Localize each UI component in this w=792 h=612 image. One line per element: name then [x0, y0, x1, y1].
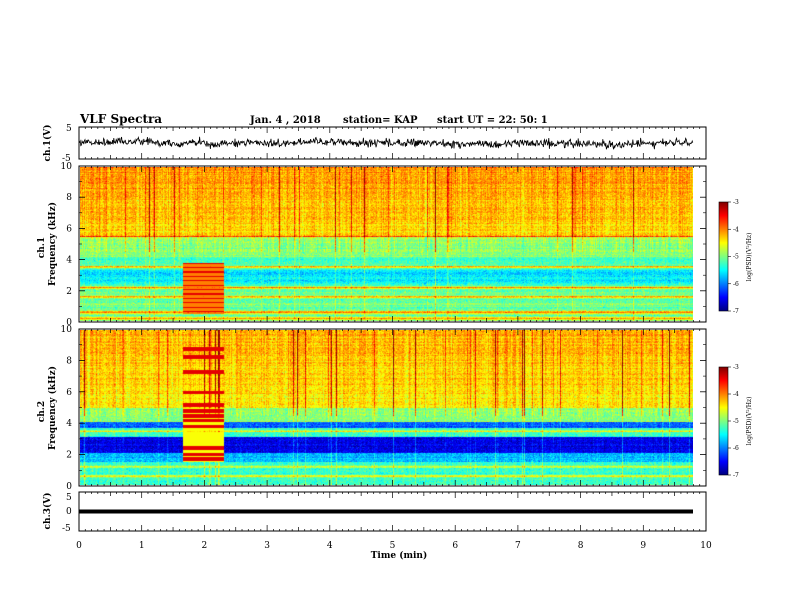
- ch3-ytick-top: 5: [66, 493, 72, 503]
- station-label: station= KAP: [343, 115, 418, 126]
- ch1-voltage-trace: [78, 135, 694, 150]
- time-tick-label: 8: [578, 541, 584, 551]
- time-tick-label: 0: [76, 541, 82, 551]
- time-tick-label: 5: [390, 541, 396, 551]
- time-tick-label: 1: [139, 541, 145, 551]
- freq-tick-label: 6: [66, 224, 72, 234]
- ch1-ytick-top: 5: [66, 124, 72, 134]
- ch2-colorbar-gradient: [718, 366, 729, 476]
- colorbar-tick-label: -3: [733, 199, 739, 206]
- time-tick-label: 9: [640, 541, 646, 551]
- ch1-colorbar-gradient: [718, 201, 729, 312]
- time-tick-label: 7: [515, 541, 521, 551]
- colorbar-tick-label: -6: [733, 281, 739, 288]
- ch1-colorbar-label: log(PSD)(V²/Hz): [746, 233, 753, 282]
- colorbar-tick-label: -3: [733, 364, 739, 371]
- ch1-colorbar-ticks: -3 -4 -5 -6 -7: [728, 199, 739, 315]
- freq-tick-label: 8: [66, 193, 72, 203]
- ch1-spectrogram-ticks: [78, 165, 707, 323]
- freq-tick-label: 0: [66, 318, 72, 328]
- ch2-spectrogram-panel: 0 2 4 6 8 10 ch.2 Frequency (kHz): [37, 325, 707, 492]
- freq-tick-label: 10: [61, 162, 73, 172]
- time-tick-label: 3: [264, 541, 270, 551]
- freq-tick-label: 2: [66, 451, 72, 461]
- ch2-spectrogram-ylabel: ch.2 Frequency (kHz): [37, 366, 58, 450]
- ch1-ytick-bottom: -5: [62, 154, 71, 164]
- freq-tick-label: 6: [66, 388, 72, 398]
- ch1-voltage-ylabel: ch.1(V): [42, 125, 53, 162]
- time-tick-label: 2: [202, 541, 208, 551]
- time-axis-label: Time (min): [371, 550, 428, 561]
- ch2-colorbar-label: log(PSD)(V²/Hz): [746, 397, 753, 446]
- ch1-spectrogram-image: [80, 167, 693, 321]
- time-tick-label: 6: [452, 541, 458, 551]
- ch1-spectrogram-yticklabels: 0 2 4 6 8 10: [61, 162, 73, 328]
- freq-tick-label: 4: [66, 419, 72, 429]
- ch3-voltage-ticks: [78, 492, 707, 531]
- colorbar-tick-label: -7: [733, 308, 739, 315]
- ch2-spectrogram-image: [80, 330, 693, 485]
- ch3-ytick-middle: 0: [66, 507, 72, 517]
- ch2-spectrogram-yticklabels: 0 2 4 6 8 10: [61, 325, 73, 492]
- freq-tick-label: 2: [66, 287, 72, 297]
- ch1-voltage-ticks: [78, 127, 707, 159]
- ch3-ytick-bottom: -5: [62, 524, 71, 534]
- date-label: Jan. 4 , 2018: [249, 115, 321, 126]
- ch2-colorbar-ticks: -3 -4 -5 -6 -7: [728, 364, 739, 479]
- time-axis-ticklabels: 0 1 2 3 4 5 6 7 8 9 10: [76, 541, 712, 551]
- ch1-voltage-panel: 5 -5 ch.1(V): [42, 124, 707, 164]
- freq-tick-label: 0: [66, 482, 72, 492]
- colorbar-tick-label: -5: [733, 418, 739, 425]
- time-tick-label: 4: [327, 541, 333, 551]
- freq-tick-label: 4: [66, 256, 72, 266]
- ch2-colorbar: -3 -4 -5 -6 -7 log(PSD)(V²/Hz): [718, 364, 753, 479]
- time-tick-label: 10: [700, 541, 712, 551]
- freq-tick-label: 10: [61, 325, 73, 335]
- colorbar-tick-label: -4: [733, 226, 739, 233]
- ch1-colorbar: -3 -4 -5 -6 -7 log(PSD)(V²/Hz): [718, 199, 753, 315]
- start-time-label: start UT = 22: 50: 1: [437, 115, 548, 126]
- colorbar-tick-label: -6: [733, 445, 739, 452]
- ch2-spectrogram-ticks: [78, 328, 707, 487]
- colorbar-tick-label: -4: [733, 391, 739, 398]
- colorbar-tick-label: -7: [733, 472, 739, 479]
- freq-tick-label: 8: [66, 356, 72, 366]
- figure-title: VLF Spectra: [79, 112, 162, 126]
- ch1-spectrogram-panel: 0 2 4 6 8 10 ch.1 Frequency (kHz): [37, 162, 707, 328]
- ch1-spectrogram-ylabel: ch.1 Frequency (kHz): [37, 202, 58, 286]
- colorbar-tick-label: -5: [733, 254, 739, 261]
- ch3-voltage-panel: 5 0 -5 ch.3(V): [42, 491, 707, 534]
- ch3-voltage-ylabel: ch.3(V): [42, 493, 53, 530]
